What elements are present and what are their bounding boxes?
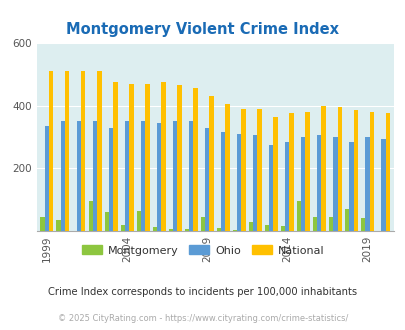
Bar xyxy=(136,211,141,231)
Bar xyxy=(109,128,113,231)
Bar xyxy=(113,82,117,231)
Bar xyxy=(380,139,385,231)
Bar xyxy=(360,218,364,231)
Bar xyxy=(177,85,181,231)
Bar xyxy=(264,225,269,231)
Bar xyxy=(205,128,209,231)
Bar xyxy=(97,71,101,231)
Bar xyxy=(225,104,229,231)
Text: Montgomery Violent Crime Index: Montgomery Violent Crime Index xyxy=(66,22,339,37)
Bar xyxy=(385,114,389,231)
Bar xyxy=(241,109,245,231)
Bar xyxy=(125,121,129,231)
Bar xyxy=(301,137,305,231)
Bar xyxy=(104,212,109,231)
Bar xyxy=(93,121,97,231)
Bar xyxy=(237,134,241,231)
Bar xyxy=(280,226,284,231)
Bar xyxy=(173,121,177,231)
Bar xyxy=(81,71,85,231)
Bar xyxy=(141,121,145,231)
Bar xyxy=(45,126,49,231)
Bar xyxy=(289,114,293,231)
Bar xyxy=(120,225,125,231)
Bar xyxy=(65,71,69,231)
Bar xyxy=(209,96,213,231)
Bar xyxy=(157,123,161,231)
Bar xyxy=(273,116,277,231)
Bar xyxy=(316,135,321,231)
Bar xyxy=(269,145,273,231)
Bar xyxy=(188,121,193,231)
Bar xyxy=(129,84,133,231)
Bar xyxy=(337,107,341,231)
Bar xyxy=(168,229,173,231)
Bar xyxy=(193,88,197,231)
Bar xyxy=(364,137,369,231)
Bar xyxy=(88,201,93,231)
Legend: Montgomery, Ohio, National: Montgomery, Ohio, National xyxy=(77,241,328,260)
Text: © 2025 CityRating.com - https://www.cityrating.com/crime-statistics/: © 2025 CityRating.com - https://www.city… xyxy=(58,314,347,323)
Bar xyxy=(305,112,309,231)
Bar xyxy=(248,222,252,231)
Bar xyxy=(220,132,225,231)
Bar xyxy=(369,112,373,231)
Bar xyxy=(56,220,61,231)
Bar xyxy=(152,227,157,231)
Bar xyxy=(40,217,45,231)
Bar xyxy=(257,109,261,231)
Bar xyxy=(348,142,353,231)
Text: Crime Index corresponds to incidents per 100,000 inhabitants: Crime Index corresponds to incidents per… xyxy=(48,287,357,297)
Bar xyxy=(184,229,188,231)
Bar xyxy=(145,84,149,231)
Bar xyxy=(232,230,237,231)
Bar xyxy=(344,209,348,231)
Bar xyxy=(216,228,220,231)
Bar xyxy=(49,71,53,231)
Bar xyxy=(353,110,357,231)
Bar xyxy=(312,217,316,231)
Bar xyxy=(333,137,337,231)
Bar xyxy=(321,106,325,231)
Bar xyxy=(284,142,289,231)
Bar xyxy=(200,217,205,231)
Bar xyxy=(77,121,81,231)
Bar xyxy=(61,121,65,231)
Bar xyxy=(161,82,165,231)
Bar xyxy=(296,201,301,231)
Bar xyxy=(328,217,333,231)
Bar xyxy=(252,135,257,231)
